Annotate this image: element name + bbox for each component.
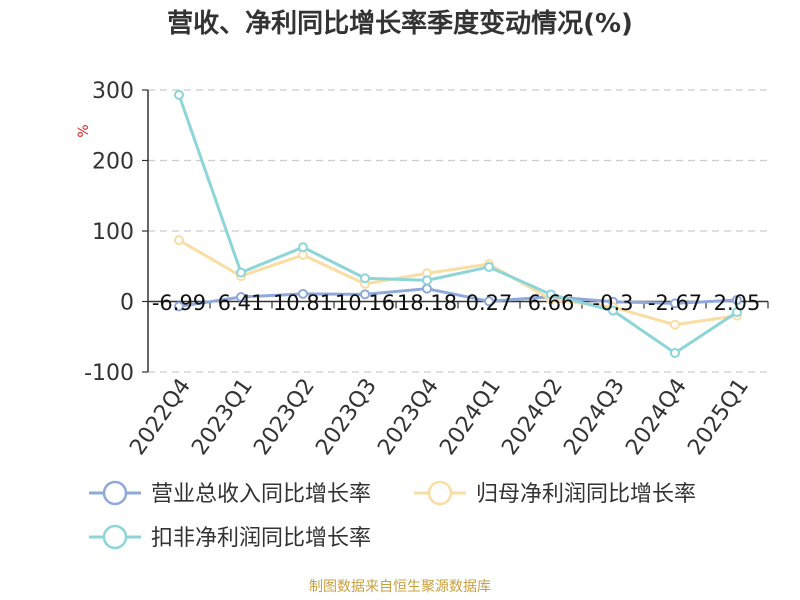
data-point <box>174 89 184 100</box>
series-lines <box>174 89 742 358</box>
data-point <box>670 319 680 330</box>
data-point <box>422 275 432 286</box>
x-tick-label: 2023Q3 <box>311 374 382 460</box>
legend-label: 归母净利润同比增长率 <box>476 482 696 507</box>
y-tick-label: 100 <box>92 220 134 245</box>
data-labels: -6.99 6.41 10.81 10.16 18.18 0.27 6.66 -0.3 -2.6… <box>152 291 761 315</box>
data-point <box>608 305 618 316</box>
data-point <box>732 307 742 318</box>
data-point <box>236 291 246 302</box>
data-point <box>298 288 308 299</box>
data-point <box>732 295 742 306</box>
data-label: -2.67 <box>648 291 702 315</box>
data-point <box>298 242 308 253</box>
grid-lines <box>148 89 768 373</box>
data-label: 6.66 <box>528 291 575 315</box>
data-point <box>174 235 184 246</box>
data-label: 0.27 <box>466 291 513 315</box>
data-label: 10.81 <box>273 291 333 315</box>
data-label: 10.16 <box>335 291 395 315</box>
x-tick-label: 2024Q1 <box>435 374 506 460</box>
legend-marker <box>427 480 453 506</box>
data-point <box>360 273 370 284</box>
data-label: 2.05 <box>714 291 761 315</box>
x-tick-label: 2024Q2 <box>497 374 568 460</box>
source-note: 制图数据来自恒生聚源数据库 <box>309 579 491 595</box>
data-label: 18.18 <box>397 291 457 315</box>
series-line <box>177 94 738 355</box>
data-label: 6.41 <box>218 291 265 315</box>
series-line <box>178 238 738 327</box>
series-line <box>178 287 738 308</box>
y-tick-label: 0 <box>120 291 134 316</box>
y-tick-label: 200 <box>92 150 134 175</box>
legend-label: 扣非净利润同比增长率 <box>151 526 371 551</box>
legend-label: 营业总收入同比增长率 <box>151 482 371 507</box>
x-tick-label: 2022Q4 <box>125 374 196 460</box>
legend-marker <box>102 480 128 506</box>
data-label: -0.3 <box>593 291 634 315</box>
x-tick-label: 2023Q4 <box>373 374 444 460</box>
data-point <box>236 267 246 278</box>
data-point <box>360 289 370 300</box>
x-tick-label: 2024Q4 <box>621 374 692 460</box>
y-tick-label: 300 <box>92 79 134 104</box>
x-tick-label: 2025Q1 <box>683 374 754 460</box>
x-tick-label: 2023Q2 <box>249 374 320 460</box>
legend-marker <box>102 524 128 550</box>
y-axis-unit-label: % <box>76 124 92 137</box>
data-point <box>484 296 494 307</box>
data-point <box>174 301 184 312</box>
data-point <box>670 347 680 358</box>
chart-title: 营收、净利同比增长率季度变动情况(%) <box>167 8 633 39</box>
data-point <box>670 298 680 309</box>
x-tick-label: 2024Q3 <box>559 374 630 460</box>
data-point <box>484 261 494 272</box>
data-label: -6.99 <box>152 291 206 315</box>
x-tick-label: 2023Q1 <box>187 374 258 460</box>
data-point <box>546 289 556 300</box>
y-tick-label: -100 <box>84 361 134 386</box>
